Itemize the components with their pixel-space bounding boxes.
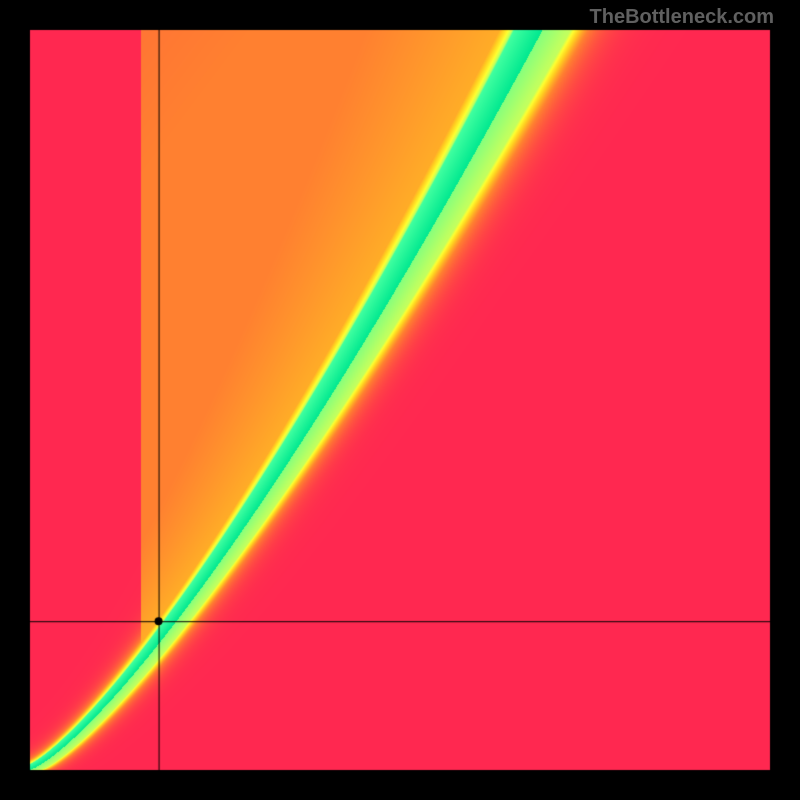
bottleneck-heatmap — [0, 0, 800, 800]
chart-container: TheBottleneck.com — [0, 0, 800, 800]
watermark-text: TheBottleneck.com — [590, 6, 774, 29]
